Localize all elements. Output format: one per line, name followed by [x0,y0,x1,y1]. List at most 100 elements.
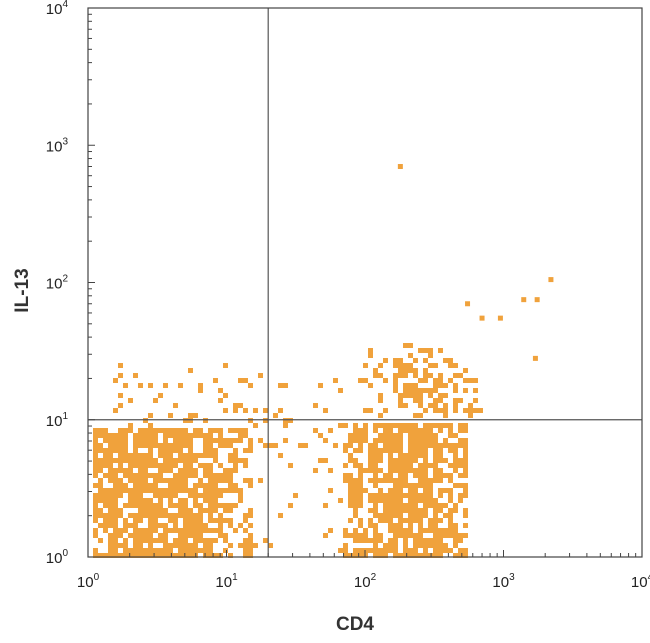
data-point [223,488,228,493]
data-point [148,433,153,438]
data-point [188,513,193,518]
data-point [203,493,208,498]
data-point [403,528,408,533]
data-point [448,448,453,453]
data-point [233,488,238,493]
data-point [248,418,253,423]
data-point [433,383,438,388]
data-point [413,488,418,493]
data-point [113,508,118,513]
data-point [163,458,168,463]
data-point [103,428,108,433]
data-point [353,528,358,533]
data-point [203,543,208,548]
data-point [103,528,108,533]
data-point [228,453,233,458]
data-point [243,458,248,463]
data-point [413,443,418,448]
data-point [203,538,208,543]
data-point [433,423,438,428]
data-point [188,433,193,438]
data-point [243,538,248,543]
data-point [448,423,453,428]
data-point [138,438,143,443]
data-point [98,538,103,543]
data-point [463,438,468,443]
data-point [463,553,468,558]
data-point [183,513,188,518]
data-point [213,438,218,443]
data-point [353,428,358,433]
data-point [258,373,263,378]
data-point [103,458,108,463]
data-point [383,478,388,483]
data-point [113,468,118,473]
data-point [238,378,243,383]
data-point [168,503,173,508]
data-point [428,488,433,493]
data-point [343,548,348,553]
data-point [393,438,398,443]
data-point [438,458,443,463]
data-point [153,438,158,443]
data-point [318,458,323,463]
data-point [383,428,388,433]
data-point [178,428,183,433]
data-point [438,383,443,388]
data-point [118,488,123,493]
data-point [408,353,413,358]
data-point [458,493,463,498]
data-point [98,448,103,453]
data-point [98,483,103,488]
data-point [408,488,413,493]
data-point [113,408,118,413]
data-point [403,343,408,348]
data-point [428,443,433,448]
data-point [373,548,378,553]
data-point [413,493,418,498]
data-point [363,528,368,533]
data-point [233,483,238,488]
data-point [403,423,408,428]
data-point [358,488,363,493]
data-point [163,448,168,453]
data-point [368,523,373,528]
data-point [153,513,158,518]
data-point [178,513,183,518]
data-point [403,473,408,478]
data-point [393,533,398,538]
data-point [448,463,453,468]
data-point [378,398,383,403]
data-point [168,488,173,493]
data-point [128,493,133,498]
data-point [193,428,198,433]
data-point [393,508,398,513]
data-point [148,498,153,503]
data-point [148,523,153,528]
data-point [203,528,208,533]
data-point [208,433,213,438]
data-point [418,483,423,488]
data-point [393,433,398,438]
data-point [143,453,148,458]
data-point [443,543,448,548]
data-point [438,478,443,483]
data-point [423,483,428,488]
data-point [443,513,448,518]
data-point [438,398,443,403]
data-point [223,408,228,413]
data-point [403,373,408,378]
y-tick-label: 102 [46,274,69,293]
data-point [163,523,168,528]
data-point [153,503,158,508]
data-point [398,488,403,493]
data-point [223,443,228,448]
data-point [408,483,413,488]
data-point [398,483,403,488]
data-point [213,453,218,458]
data-point [393,523,398,528]
data-point [363,363,368,368]
data-point [128,458,133,463]
data-point [143,553,148,558]
data-point [243,548,248,553]
